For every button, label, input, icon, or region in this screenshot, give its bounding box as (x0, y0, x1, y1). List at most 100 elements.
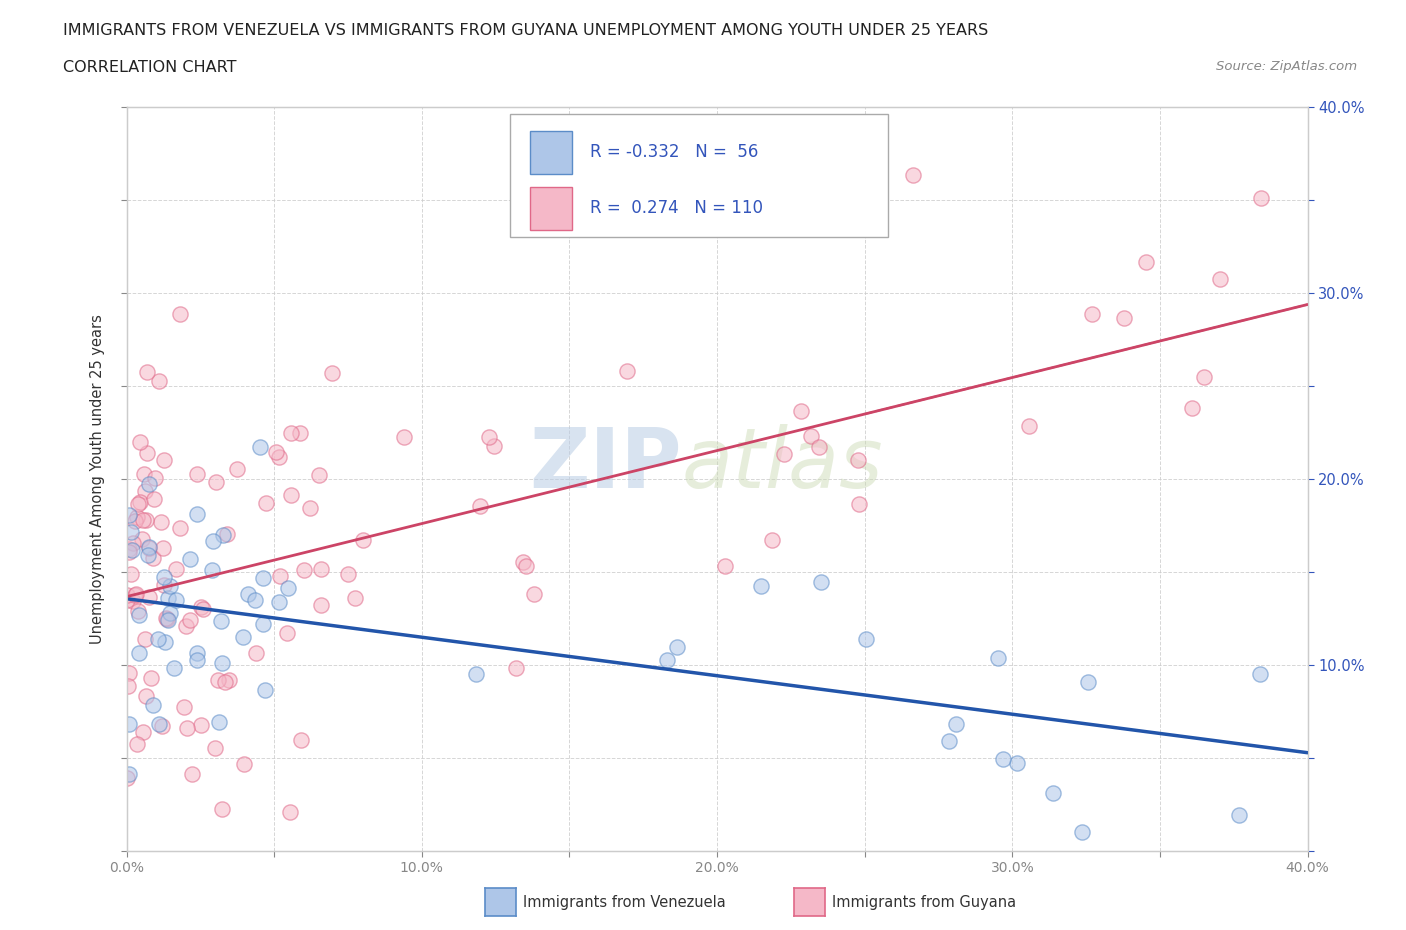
Point (138, 539, 160, 554)
Point (138, 476, 160, 491)
Point (277, 580, 299, 595)
Point (1227, 807, 1250, 822)
Point (848, 453, 870, 468)
Point (211, 656, 233, 671)
Point (128, 645, 150, 660)
Point (773, 446, 796, 461)
Point (201, 563, 224, 578)
Point (153, 634, 176, 649)
Point (127, 604, 149, 618)
Point (139, 671, 162, 685)
Point (209, 614, 232, 629)
Point (993, 751, 1015, 766)
Point (1081, 307, 1104, 322)
Point (120, 567, 142, 582)
Point (117, 542, 139, 557)
Point (193, 602, 215, 617)
Point (290, 733, 312, 748)
Point (117, 679, 139, 694)
Point (120, 525, 142, 539)
Point (118, 666, 141, 681)
Point (165, 593, 187, 608)
Text: R =  0.274   N = 110: R = 0.274 N = 110 (589, 199, 762, 217)
Point (1192, 370, 1215, 385)
Point (233, 757, 256, 772)
Point (276, 625, 298, 640)
Point (135, 688, 157, 703)
Point (901, 167, 924, 182)
Point (204, 741, 226, 756)
Point (212, 528, 235, 543)
Point (523, 586, 546, 601)
Point (134, 467, 156, 482)
Point (132, 512, 155, 527)
Point (478, 430, 501, 445)
Point (1208, 272, 1230, 286)
Point (136, 548, 159, 563)
Point (1112, 310, 1135, 325)
Point (512, 554, 534, 569)
Point (143, 471, 166, 485)
Point (264, 445, 287, 459)
Point (169, 521, 191, 536)
Point (118, 767, 141, 782)
Point (252, 617, 274, 631)
Point (179, 551, 201, 566)
Point (321, 365, 343, 380)
Point (153, 452, 176, 467)
Point (186, 646, 208, 661)
Point (309, 598, 332, 613)
Y-axis label: Unemployment Among Youth under 25 years: Unemployment Among Youth under 25 years (90, 314, 105, 644)
Point (142, 491, 165, 506)
Point (150, 719, 173, 734)
Point (616, 364, 638, 379)
Point (134, 631, 156, 646)
Text: Source: ZipAtlas.com: Source: ZipAtlas.com (1216, 60, 1357, 73)
Point (156, 591, 179, 605)
Point (352, 533, 374, 548)
Point (190, 600, 212, 615)
Point (1135, 255, 1157, 270)
Point (217, 526, 239, 541)
Point (169, 307, 191, 322)
FancyBboxPatch shape (530, 131, 572, 174)
Point (134, 484, 156, 498)
Point (214, 675, 236, 690)
Point (290, 425, 312, 440)
Text: Immigrants from Venezuela: Immigrants from Venezuela (523, 895, 725, 910)
Point (152, 541, 174, 556)
Point (245, 645, 267, 660)
Point (173, 700, 195, 715)
Point (136, 365, 159, 379)
Point (148, 374, 170, 389)
Point (148, 716, 170, 731)
Point (1007, 755, 1029, 770)
Point (232, 630, 254, 644)
Point (468, 498, 491, 513)
Point (207, 714, 229, 729)
Point (749, 579, 772, 594)
Point (128, 607, 150, 622)
Point (115, 592, 138, 607)
Point (155, 611, 177, 626)
Point (121, 594, 143, 609)
Point (186, 467, 208, 482)
Point (278, 804, 301, 819)
Point (269, 568, 291, 583)
Point (211, 802, 233, 817)
Point (1077, 674, 1099, 689)
Point (337, 566, 360, 581)
Point (146, 631, 169, 646)
Point (163, 660, 186, 675)
Point (138, 589, 160, 604)
Point (186, 652, 208, 667)
Point (482, 438, 505, 453)
Point (665, 639, 688, 654)
Point (800, 429, 823, 444)
Point (1018, 418, 1040, 433)
Point (138, 540, 160, 555)
Point (121, 543, 143, 558)
Point (159, 578, 181, 593)
Point (848, 497, 870, 512)
Point (714, 558, 737, 573)
